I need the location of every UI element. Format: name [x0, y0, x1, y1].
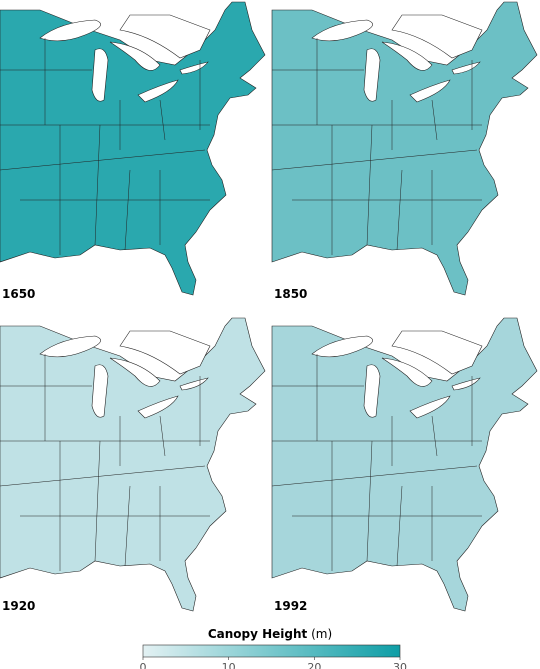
map-panel [271, 1, 538, 296]
map-panel [0, 1, 266, 296]
legend-unit: (m) [311, 627, 332, 641]
map-panel [271, 317, 538, 612]
colorbar-tick-label: 30 [393, 661, 407, 669]
legend-title: Canopy Height (m) [208, 627, 332, 641]
panel-label: 1650 [2, 287, 35, 301]
panel-label: 1850 [274, 287, 307, 301]
legend-title-text: Canopy Height [208, 627, 308, 641]
map-panel [0, 317, 266, 612]
panel-label: 1992 [274, 599, 307, 613]
panel-label: 1920 [2, 599, 35, 613]
legend: 0 10 20 30 [140, 644, 407, 669]
colorbar [142, 644, 401, 658]
colorbar-tick-label: 0 [140, 661, 147, 669]
colorbar-tick-label: 20 [307, 661, 321, 669]
colorbar-tick-label: 10 [222, 661, 236, 669]
